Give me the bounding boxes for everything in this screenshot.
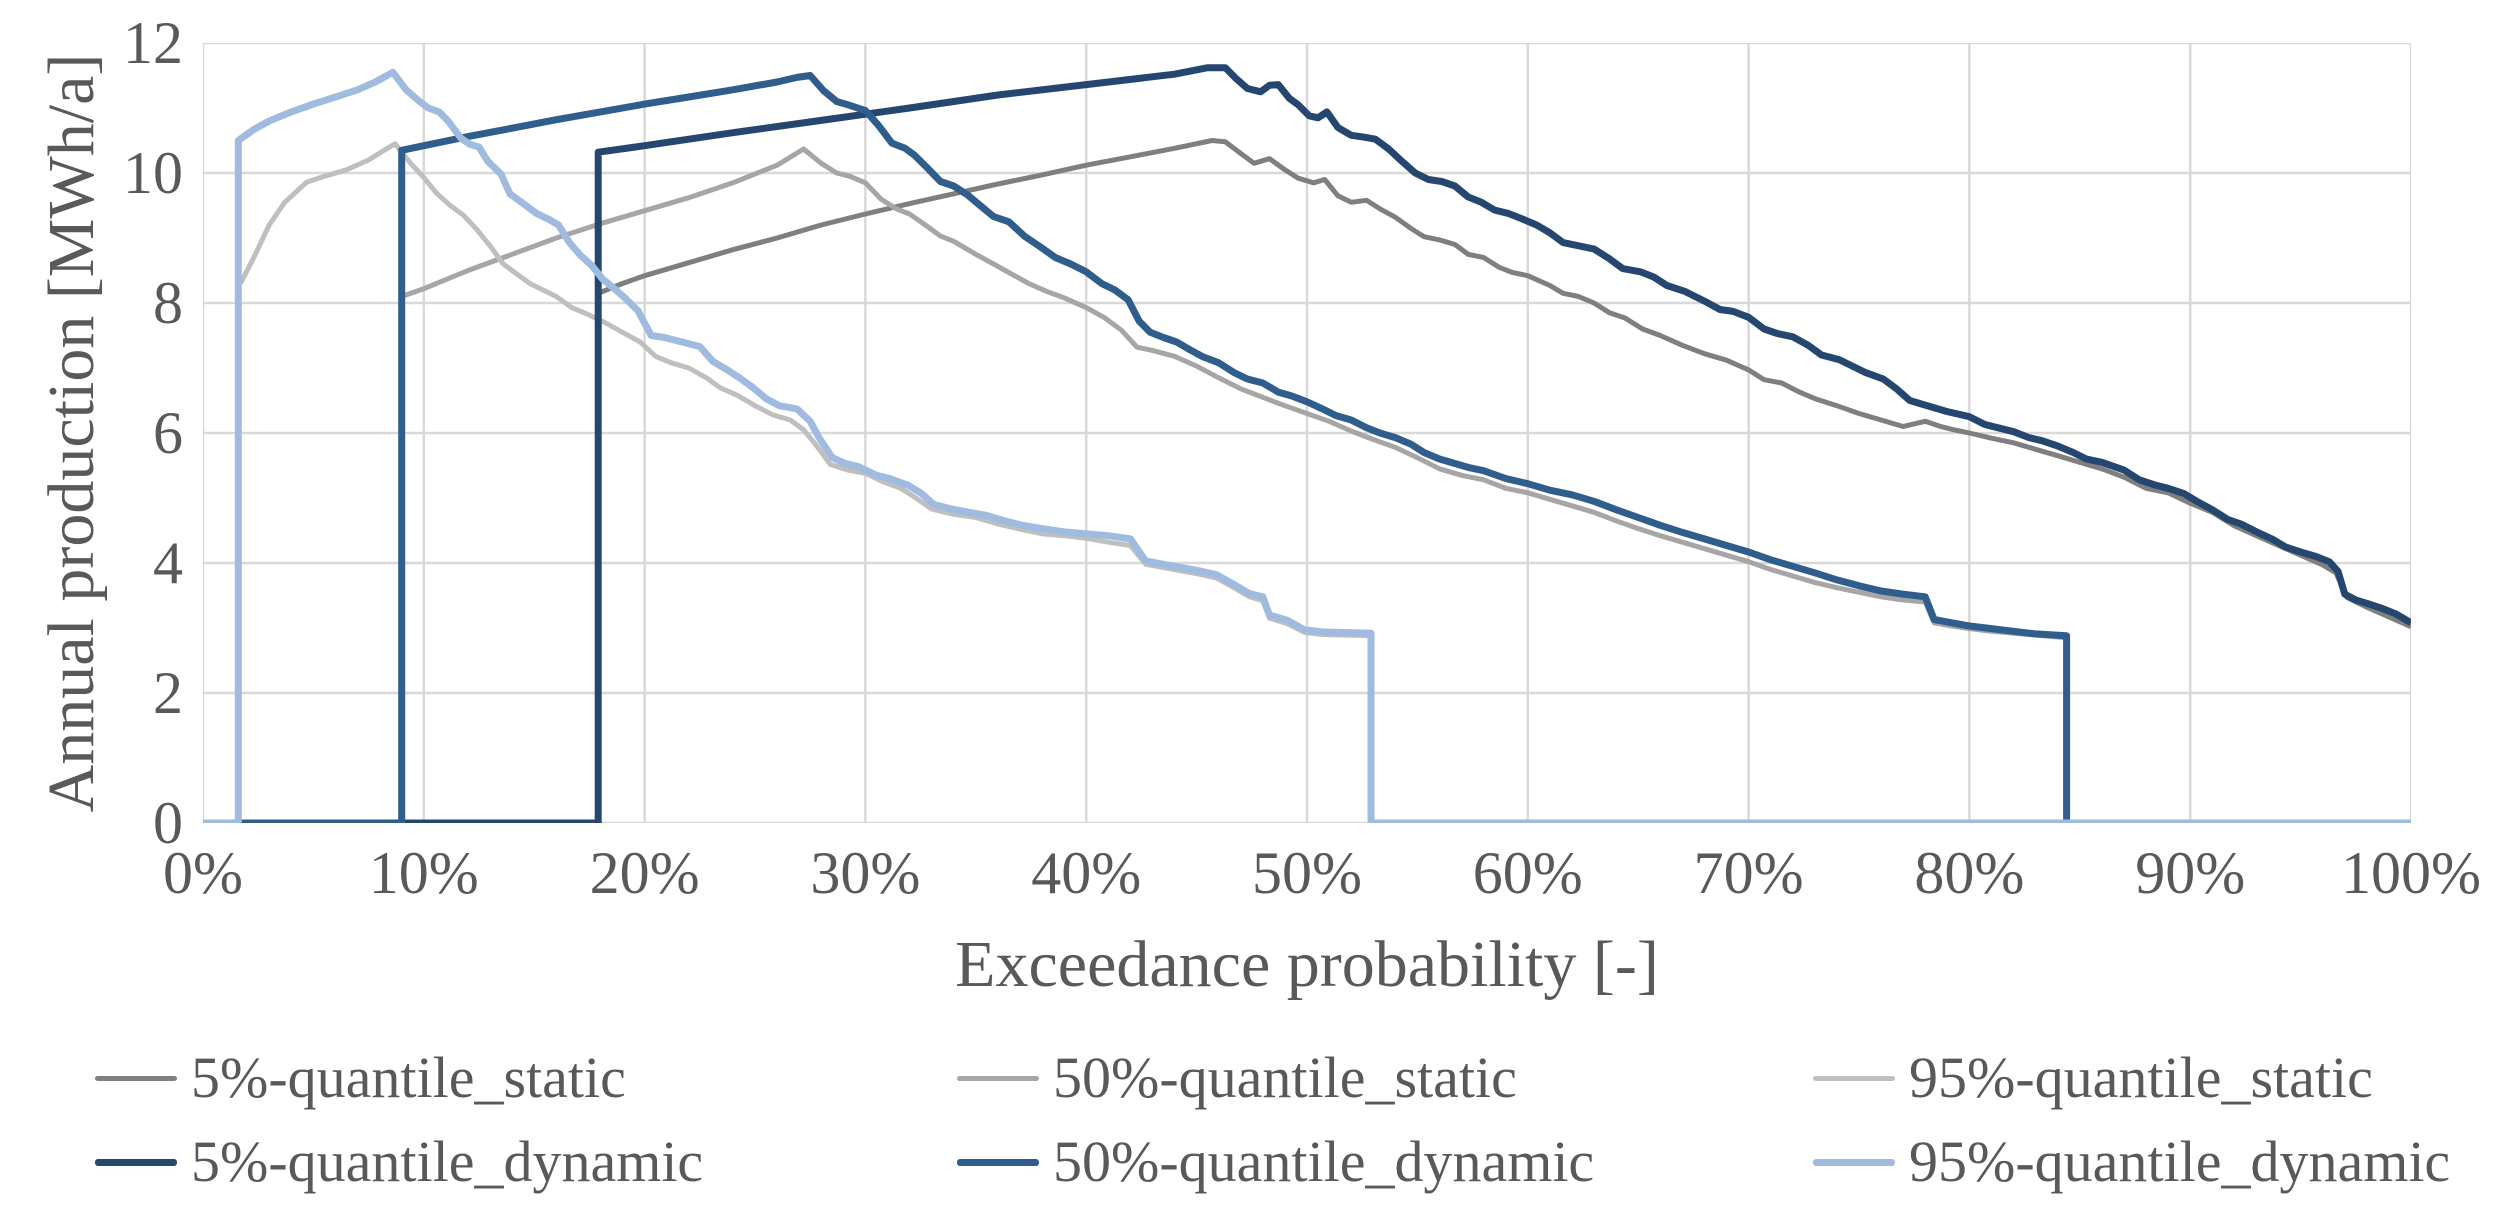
x-tick-label: 70% — [1693, 840, 1804, 906]
legend-label: 50%-quantile_static — [1053, 1045, 1517, 1110]
legend-item-95pct-quantile-static: 95%-quantile_static — [1813, 1042, 2373, 1114]
y-tick-label: 4 — [153, 530, 183, 596]
legend-item-5pct-quantile-static: 5%-quantile_static — [95, 1042, 626, 1114]
series-line-5pct-quantile-static — [597, 138, 2411, 629]
legend-swatch-icon — [957, 1075, 1039, 1081]
x-tick-label: 60% — [1472, 840, 1583, 906]
y-tick-label: 12 — [123, 10, 183, 76]
x-tick-label: 90% — [2135, 840, 2246, 906]
legend-label: 95%-quantile_dynamic — [1909, 1129, 2451, 1194]
legend-item-5pct-quantile-dynamic: 5%-quantile_dynamic — [95, 1126, 703, 1198]
legend-swatch-icon — [1813, 1075, 1895, 1081]
series-line-50pct-quantile-dynamic — [203, 72, 2411, 823]
legend-swatch-icon — [1813, 1158, 1895, 1166]
x-axis-title: Exceedance probability [-] — [955, 928, 1659, 1001]
x-tick-label: 20% — [589, 840, 700, 906]
legend-label: 5%-quantile_static — [191, 1045, 626, 1110]
y-tick-label: 2 — [153, 660, 183, 726]
legend-swatch-icon — [95, 1075, 177, 1081]
x-tick-label: 40% — [1031, 840, 1142, 906]
x-tick-label: 100% — [2341, 840, 2481, 906]
x-tick-label: 50% — [1252, 840, 1362, 906]
legend-swatch-icon — [957, 1158, 1039, 1166]
x-tick-label: 10% — [368, 840, 479, 906]
y-tick-label: 6 — [153, 400, 183, 466]
legend-swatch-icon — [95, 1158, 177, 1166]
legend-label: 5%-quantile_dynamic — [191, 1129, 704, 1194]
plot-area — [203, 43, 2411, 823]
series-line-95pct-quantile-dynamic — [203, 68, 2411, 823]
y-tick-label: 10 — [123, 140, 183, 206]
legend-item-50pct-quantile-dynamic: 50%-quantile_dynamic — [957, 1126, 1594, 1198]
series-line-50pct-quantile-static — [400, 146, 2067, 641]
legend-item-95pct-quantile-dynamic: 95%-quantile_dynamic — [1813, 1126, 2450, 1198]
x-tick-label: 30% — [810, 840, 921, 906]
legend-label: 50%-quantile_dynamic — [1053, 1129, 1595, 1194]
x-tick-label: 0% — [163, 840, 243, 906]
series-line-5pct-quantile-dynamic — [203, 64, 2411, 823]
legend-label: 95%-quantile_static — [1909, 1045, 2373, 1110]
y-tick-label: 8 — [153, 270, 183, 336]
x-tick-label: 80% — [1914, 840, 2025, 906]
y-tick-label: 0 — [153, 790, 183, 856]
legend-item-50pct-quantile-static: 50%-quantile_static — [957, 1042, 1517, 1114]
